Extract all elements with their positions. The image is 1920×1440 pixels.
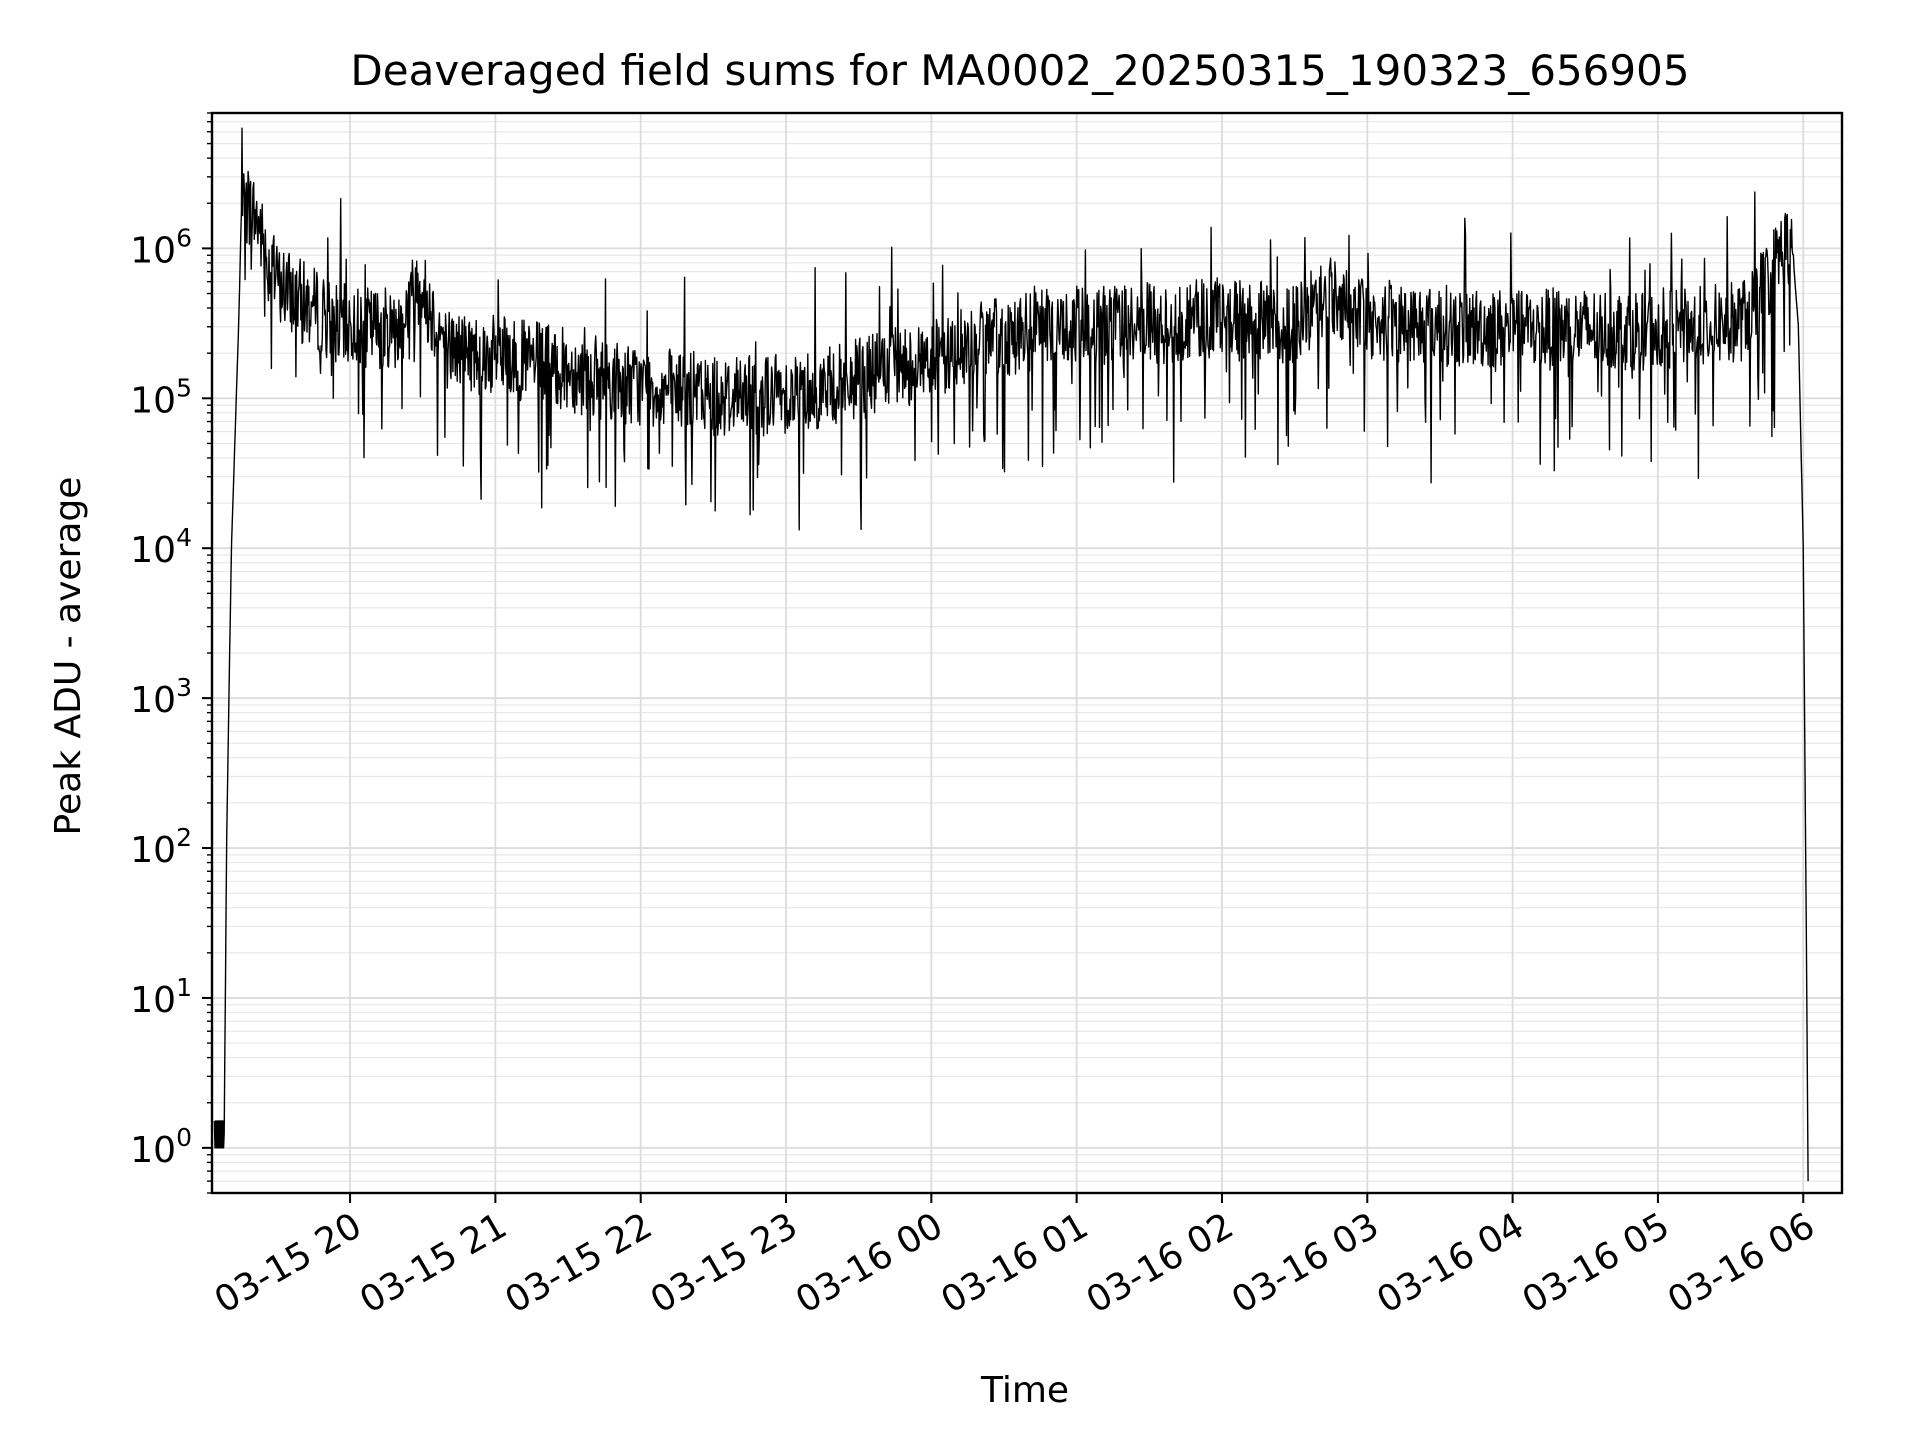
x-tick-label: 03-16 00 bbox=[789, 1205, 950, 1321]
gridlines bbox=[212, 112, 1842, 1194]
y-tick-base: 10 bbox=[130, 680, 176, 721]
x-tick-label: 03-16 01 bbox=[934, 1205, 1095, 1321]
x-tick-label: 03-15 23 bbox=[644, 1205, 805, 1321]
x-tick-label: 03-15 20 bbox=[208, 1205, 369, 1321]
y-tick-label: 100 bbox=[130, 1123, 192, 1171]
chart-title: Deaveraged field sums for MA0002_2025031… bbox=[350, 46, 1689, 95]
y-tick-exponent: 2 bbox=[176, 823, 192, 852]
series-line bbox=[213, 127, 1809, 1182]
x-tick-label: 03-15 21 bbox=[353, 1205, 514, 1321]
y-tick-exponent: 6 bbox=[176, 223, 192, 252]
y-tick-exponent: 3 bbox=[176, 673, 192, 702]
y-tick-base: 10 bbox=[130, 230, 176, 271]
x-tick-label: 03-16 02 bbox=[1080, 1205, 1241, 1321]
x-tick-label: 03-16 03 bbox=[1225, 1205, 1386, 1321]
y-tick-label: 103 bbox=[130, 673, 192, 721]
y-tick-base: 10 bbox=[130, 980, 176, 1021]
y-tick-base: 10 bbox=[130, 380, 176, 421]
y-tick-label: 101 bbox=[130, 973, 192, 1021]
x-tick-label: 03-16 06 bbox=[1661, 1205, 1822, 1321]
y-tick-base: 10 bbox=[130, 1130, 176, 1171]
x-tick-label: 03-15 22 bbox=[499, 1205, 660, 1321]
y-axis-label: Peak ADU - average bbox=[48, 477, 89, 836]
y-tick-label: 105 bbox=[130, 373, 192, 421]
x-tick-label: 03-16 05 bbox=[1516, 1205, 1677, 1321]
y-tick-exponent: 1 bbox=[176, 973, 192, 1002]
x-tick-label: 03-16 04 bbox=[1370, 1205, 1531, 1321]
y-tick-exponent: 5 bbox=[176, 373, 192, 402]
y-tick-label: 104 bbox=[130, 523, 192, 571]
y-tick-label: 106 bbox=[130, 223, 192, 271]
y-tick-base: 10 bbox=[130, 830, 176, 871]
y-tick-exponent: 0 bbox=[176, 1123, 192, 1152]
y-tick-base: 10 bbox=[130, 530, 176, 571]
y-tick-label: 102 bbox=[130, 823, 192, 871]
y-tick-exponent: 4 bbox=[176, 523, 192, 552]
x-axis-label: Time bbox=[980, 1370, 1069, 1411]
